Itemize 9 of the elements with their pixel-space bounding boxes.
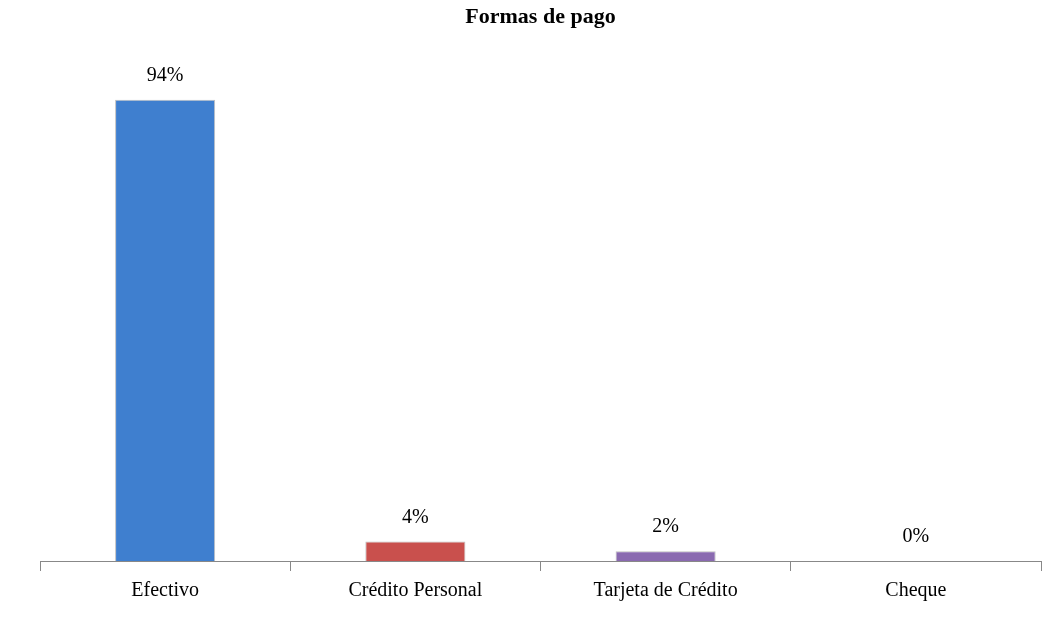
chart-title: Formas de pago: [465, 2, 616, 28]
x-tick-label: Efectivo: [131, 578, 199, 601]
x-tick-label: Tarjeta de Crédito: [593, 578, 738, 602]
x-tick-label: Cheque: [885, 578, 947, 602]
data-label: 4%: [402, 504, 429, 527]
x-tick-label: Crédito Personal: [348, 578, 483, 601]
data-label: 2%: [652, 514, 679, 537]
data-label: 94%: [146, 63, 184, 86]
data-label: 0%: [902, 524, 930, 547]
